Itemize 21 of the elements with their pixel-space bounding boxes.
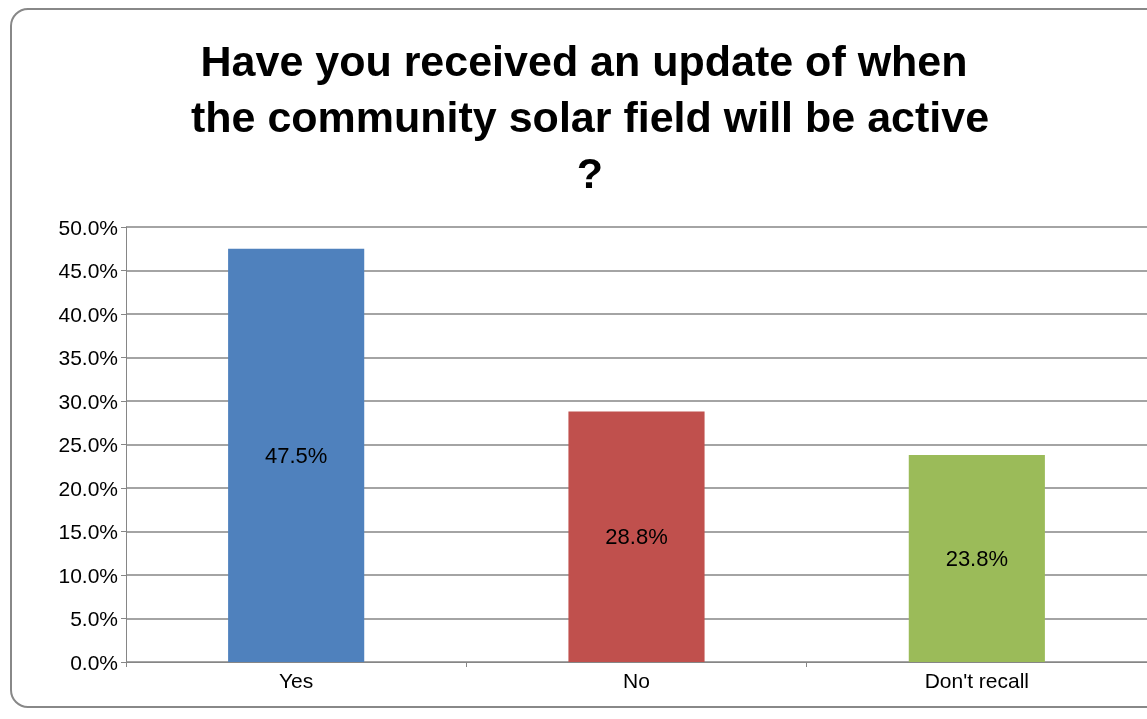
bar [568,411,705,662]
x-tick-label: Don't recall [924,669,1030,692]
y-tick-label: 20.0% [58,476,118,500]
x-tick-label: Yes [279,669,314,692]
y-tick-label: 15.0% [58,520,118,543]
y-tick-label: 0.0% [70,650,118,674]
y-tick-label: 5.0% [70,607,118,630]
y-tick-label: 30.0% [58,389,118,413]
y-tick-label: 35.0% [58,346,118,369]
y-tick-label: 10.0% [58,563,118,587]
chart-title: Have you received an update of when the community solar field will be active? [190,37,990,197]
y-tick-label: 40.0% [58,302,118,326]
data-label: 28.8% [605,524,668,550]
y-tick-label: 25.0% [58,433,118,456]
bar [908,454,1045,662]
data-label: 23.8% [945,545,1009,571]
y-tick-label: 45.0% [58,259,118,282]
data-label: 47.5% [264,442,328,468]
y-tick-label: 50.0% [58,215,118,239]
x-tick-label: No [623,669,650,692]
bar [228,248,365,662]
